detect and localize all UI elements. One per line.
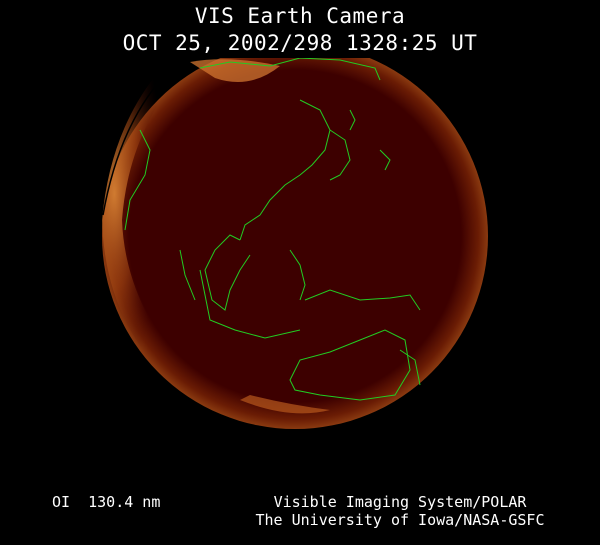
organization-credit: The University of Iowa/NASA-GSFC [255,511,545,529]
instrument-credit: Visible Imaging System/POLAR [273,493,527,511]
coastlines [124,58,421,401]
wavelength-label: OI 130.4 nm [52,493,161,511]
observation-timestamp: OCT 25, 2002/298 1328:25 UT [122,31,478,55]
image-title: VIS Earth Camera [194,4,406,28]
aurora-south [240,395,330,414]
earth-disk [102,58,488,429]
dayside-aurora-limb [102,70,185,380]
terminator-line [102,69,171,216]
